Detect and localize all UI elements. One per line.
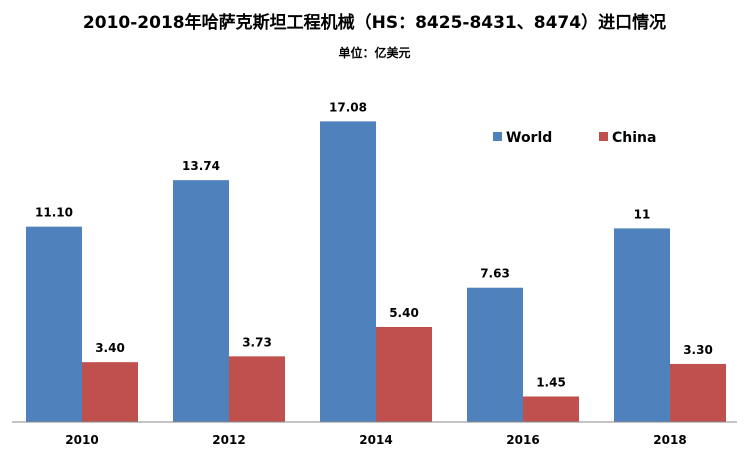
data-label-world-2018: 11 [634, 207, 651, 221]
legend-swatch-china [599, 132, 608, 141]
legend-label-world: World [506, 130, 552, 146]
legend-label-china: China [612, 130, 656, 146]
legend: World China [493, 130, 656, 146]
bar-china-2010 [82, 362, 138, 422]
x-tick-label-2014: 2014 [359, 433, 392, 447]
bar-world-2014 [320, 121, 376, 422]
x-tick-label-2010: 2010 [65, 433, 98, 447]
x-tick-label-2018: 2018 [653, 433, 686, 447]
bar-china-2018 [670, 363, 726, 422]
data-label-china-2014: 5.40 [389, 306, 419, 320]
bar-china-2016 [523, 396, 579, 422]
x-tick-label-2016: 2016 [506, 433, 539, 447]
data-label-china-2016: 1.45 [536, 375, 566, 389]
legend-swatch-world [493, 132, 502, 141]
x-tick-label-2012: 2012 [212, 433, 245, 447]
data-label-world-2012: 13.74 [182, 159, 220, 173]
data-label-china-2010: 3.40 [95, 341, 125, 355]
data-label-china-2012: 3.73 [242, 335, 272, 349]
bar-world-2018 [614, 228, 670, 422]
bar-china-2012 [229, 356, 285, 422]
bar-world-2010 [26, 226, 82, 422]
x-axis-ticks: 2010 2012 2014 2016 2018 [65, 433, 686, 447]
bar-world-2016 [467, 287, 523, 422]
chart-subtitle: 单位：亿美元 [338, 46, 411, 60]
data-label-world-2016: 7.63 [480, 267, 510, 281]
bar-china-2014 [376, 326, 432, 422]
bar-world-2012 [173, 180, 229, 422]
bars-group: 11.10 3.40 13.74 3.73 17.08 5.40 7.63 1.45 11 3.3… [26, 100, 726, 422]
data-label-world-2010: 11.10 [35, 206, 73, 220]
data-label-china-2018: 3.30 [683, 343, 713, 357]
data-label-world-2014: 17.08 [329, 100, 367, 114]
chart-title: 2010-2018年哈萨克斯坦工程机械（HS：8425-8431、8474）进口… [82, 13, 667, 33]
